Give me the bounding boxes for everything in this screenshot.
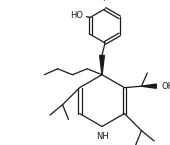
Polygon shape (100, 56, 104, 75)
Text: OH: OH (162, 82, 170, 91)
Text: HO: HO (71, 11, 84, 20)
Text: F: F (103, 0, 107, 3)
Polygon shape (141, 84, 156, 88)
Text: NH: NH (96, 132, 108, 141)
